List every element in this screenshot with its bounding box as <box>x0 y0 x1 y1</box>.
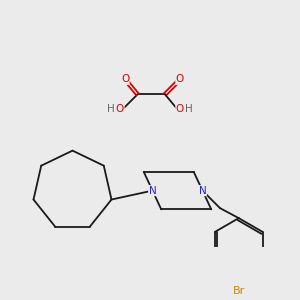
Text: H: H <box>107 104 115 114</box>
Text: O: O <box>116 104 124 114</box>
Text: O: O <box>121 74 129 84</box>
Text: N: N <box>199 186 206 196</box>
Text: O: O <box>176 104 184 114</box>
Text: N: N <box>148 186 156 196</box>
Text: Br: Br <box>232 286 245 296</box>
Text: H: H <box>185 104 193 114</box>
Text: O: O <box>176 74 184 84</box>
